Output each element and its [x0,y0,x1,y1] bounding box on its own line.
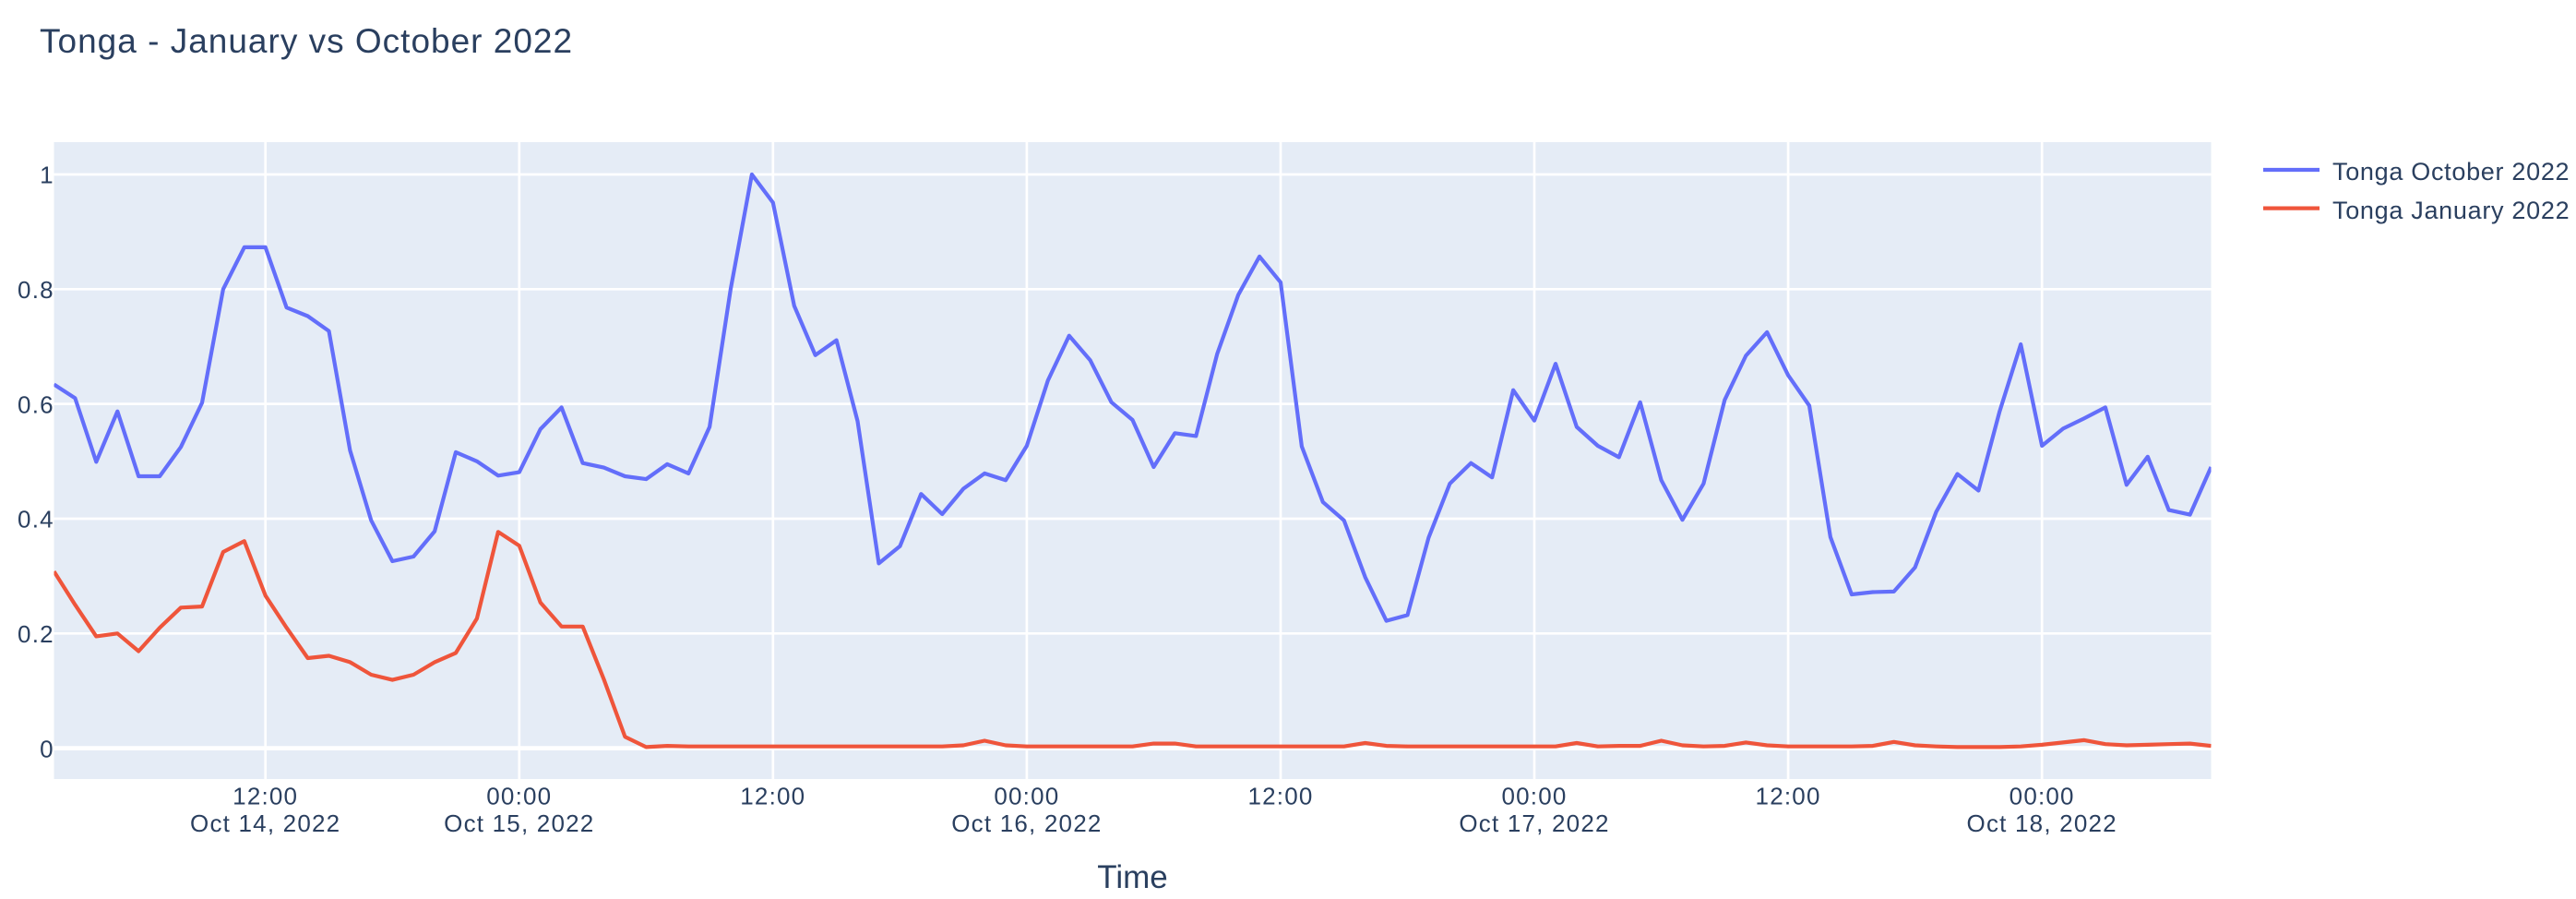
svg-text:1: 1 [40,162,54,189]
svg-text:Oct 16, 2022: Oct 16, 2022 [951,809,1102,837]
svg-text:00:00: 00:00 [994,783,1059,810]
svg-text:12:00: 12:00 [1756,783,1821,810]
svg-text:12:00: 12:00 [740,783,805,810]
svg-text:0.6: 0.6 [18,390,54,418]
svg-text:Oct 15, 2022: Oct 15, 2022 [444,809,594,837]
svg-text:Tonga January 2022: Tonga January 2022 [2332,197,2570,224]
svg-text:0.2: 0.2 [18,620,54,648]
svg-text:0: 0 [40,735,54,762]
svg-text:0.8: 0.8 [18,276,54,304]
svg-text:Time: Time [1097,859,1167,895]
svg-text:Oct 18, 2022: Oct 18, 2022 [1967,809,2117,837]
svg-text:Tonga - January vs October 202: Tonga - January vs October 2022 [40,22,573,60]
svg-text:00:00: 00:00 [1501,783,1567,810]
svg-text:Oct 17, 2022: Oct 17, 2022 [1459,809,1609,837]
svg-text:0.4: 0.4 [18,506,54,533]
svg-text:12:00: 12:00 [1247,783,1313,810]
svg-text:00:00: 00:00 [2010,783,2075,810]
svg-text:Tonga October 2022: Tonga October 2022 [2332,158,2570,186]
svg-text:12:00: 12:00 [233,783,298,810]
svg-text:00:00: 00:00 [486,783,552,810]
svg-text:Oct 14, 2022: Oct 14, 2022 [190,809,340,837]
